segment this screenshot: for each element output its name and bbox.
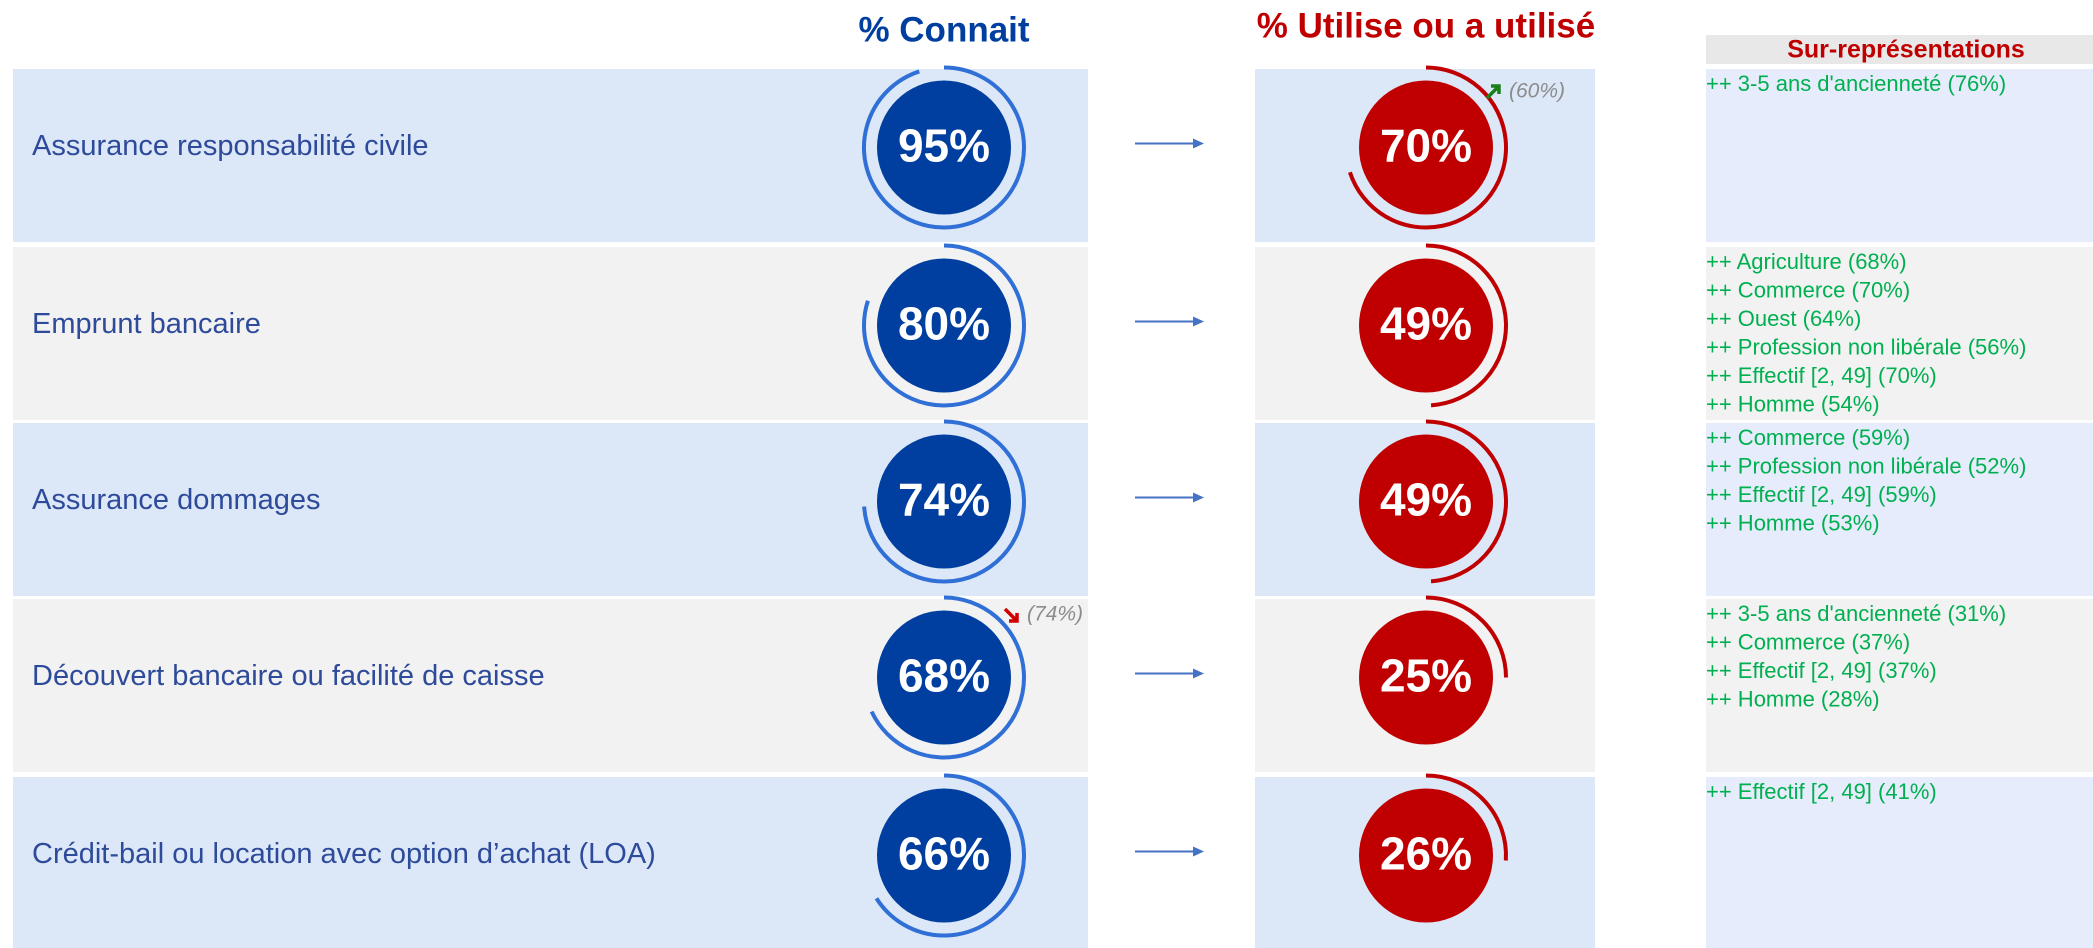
- over-item: ++ Homme (53%): [1706, 510, 1880, 535]
- gauge-fill: [877, 610, 1011, 745]
- over-item: ++ Effectif [2, 49] (37%): [1706, 658, 1937, 683]
- gauge-value: 49%: [1380, 298, 1472, 350]
- gauge-value: 66%: [898, 828, 990, 880]
- arrow-head: [1193, 668, 1204, 679]
- over-item: ++ Commerce (70%): [1706, 277, 1910, 302]
- over-item: ++ Commerce (37%): [1706, 629, 1910, 654]
- gauge-value: 70%: [1380, 120, 1472, 172]
- gauge-ring: [862, 419, 1026, 584]
- previous-value: (60%): [1509, 80, 1565, 103]
- gauge-ring: [1348, 65, 1508, 230]
- known-header: % Connait: [858, 10, 1029, 49]
- gauge-ring: [862, 243, 1026, 408]
- trend-arrow: [1003, 607, 1019, 623]
- gauge-ring: [874, 773, 1026, 938]
- over-header: Sur-représentations: [1787, 36, 2025, 64]
- gauge-value: 25%: [1380, 650, 1472, 702]
- row-label: Assurance responsabilité civile: [32, 130, 429, 162]
- arrow-head: [1193, 846, 1204, 857]
- gauge-ring: [869, 595, 1026, 760]
- previous-value: (74%): [1027, 603, 1083, 626]
- gauge-ring: [1425, 773, 1508, 861]
- gauge-value: 95%: [898, 120, 990, 172]
- row-label: Emprunt bancaire: [32, 308, 261, 340]
- gauge-fill: [1359, 80, 1493, 215]
- gauge-value: 74%: [898, 474, 990, 526]
- trend-arrow: [1485, 84, 1501, 100]
- over-item: ++ Effectif [2, 49] (41%): [1706, 779, 1937, 804]
- over-band: [1706, 599, 2093, 772]
- row-label: Assurance dommages: [32, 484, 321, 516]
- over-item: ++ Profession non libérale (52%): [1706, 453, 2026, 478]
- gauge-value: 80%: [898, 298, 990, 350]
- gauge-fill: [1359, 258, 1493, 393]
- row-label: Découvert bancaire ou facilité de caisse: [32, 660, 545, 692]
- over-header-bg: [1706, 35, 2093, 64]
- over-item: ++ Ouest (64%): [1706, 306, 1861, 331]
- arrow-head: [1193, 316, 1204, 327]
- gauge-fill: [1359, 610, 1493, 745]
- gauge-ring: [1425, 419, 1508, 584]
- over-item: ++ Homme (54%): [1706, 391, 1880, 416]
- gauge-fill: [1359, 788, 1493, 923]
- gauge-fill: [1359, 434, 1493, 569]
- over-item: ++ Effectif [2, 49] (59%): [1706, 482, 1937, 507]
- over-item: ++ Agriculture (68%): [1706, 249, 1907, 274]
- over-band: [1706, 69, 2093, 242]
- over-item: ++ 3-5 ans d'ancienneté (31%): [1706, 601, 2006, 626]
- gauge-value: 26%: [1380, 828, 1472, 880]
- arrow-head: [1193, 492, 1204, 503]
- arrow-head: [1193, 138, 1204, 149]
- gauge-fill: [877, 788, 1011, 923]
- row-label: Crédit-bail ou location avec option d’ac…: [32, 838, 656, 870]
- gauge-fill: [877, 434, 1011, 569]
- gauge-fill: [877, 258, 1011, 393]
- gauge-value: 49%: [1380, 474, 1472, 526]
- used-header: % Utilise ou a utilisé: [1257, 6, 1595, 45]
- over-band: [1706, 777, 2093, 948]
- over-item: ++ 3-5 ans d'ancienneté (76%): [1706, 71, 2006, 96]
- gauge-value: 68%: [898, 650, 990, 702]
- over-item: ++ Effectif [2, 49] (70%): [1706, 363, 1937, 388]
- gauge-fill: [877, 80, 1011, 215]
- over-band: [1706, 423, 2093, 596]
- gauge-ring: [1425, 243, 1508, 408]
- over-item: ++ Commerce (59%): [1706, 425, 1910, 450]
- over-band: [1706, 247, 2093, 420]
- over-item: ++ Homme (28%): [1706, 686, 1880, 711]
- gauge-ring: [1425, 595, 1508, 678]
- gauge-ring: [862, 65, 1026, 230]
- over-item: ++ Profession non libérale (56%): [1706, 334, 2026, 359]
